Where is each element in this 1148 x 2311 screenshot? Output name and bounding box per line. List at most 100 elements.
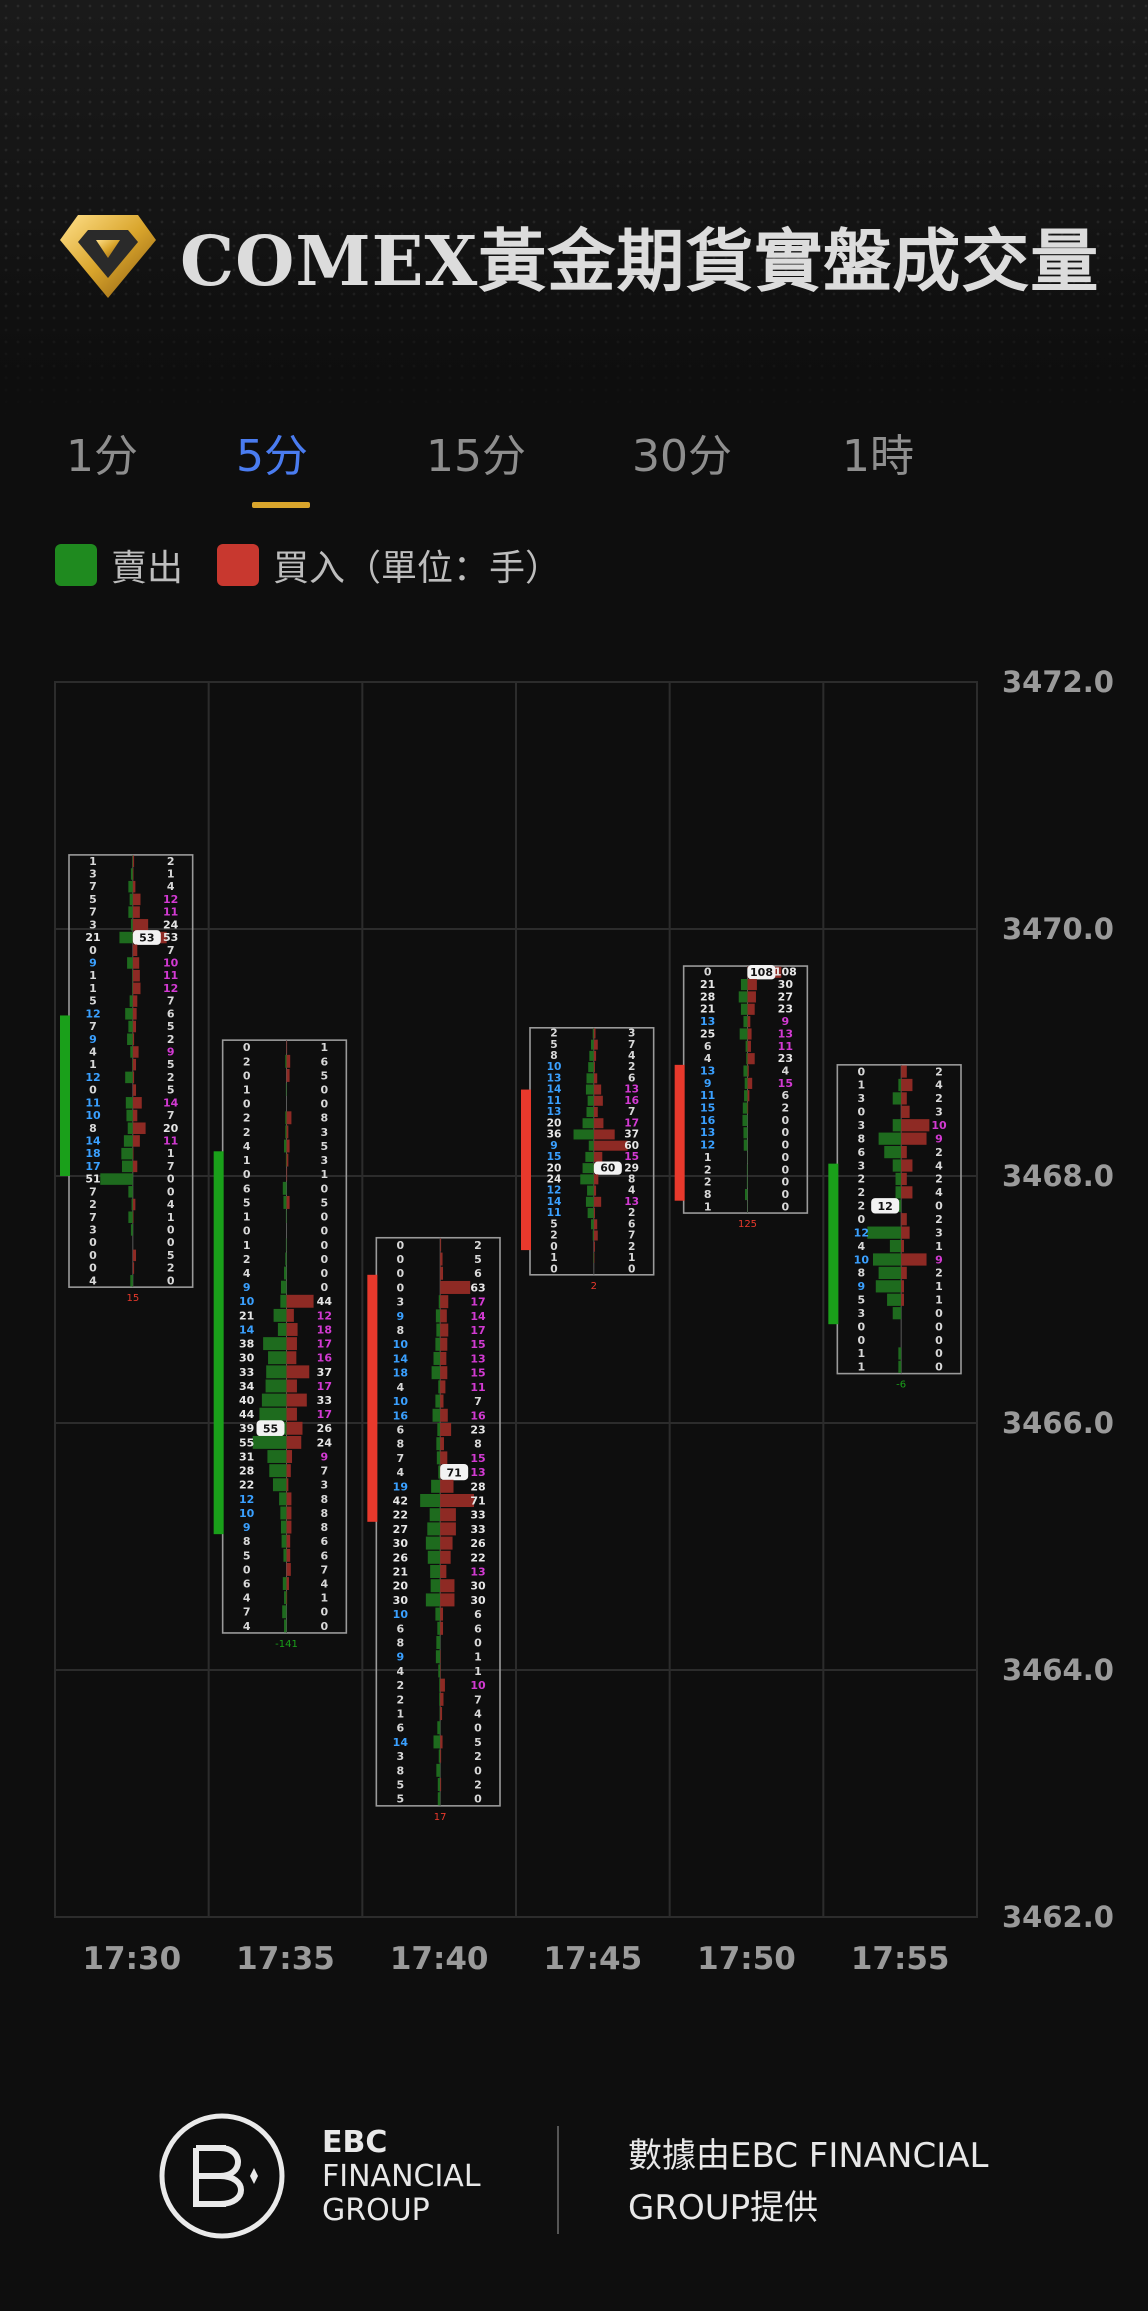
buy-bar xyxy=(286,1139,290,1153)
sell-bar xyxy=(437,1778,441,1792)
buy-bar xyxy=(747,1003,755,1015)
buy-value: 0 xyxy=(167,1274,175,1287)
sell-value: 13 xyxy=(700,1126,715,1139)
buy-bar xyxy=(132,1058,137,1071)
sell-bar xyxy=(283,1196,287,1209)
chart-grid xyxy=(54,681,978,1918)
buy-value: 8 xyxy=(474,1438,482,1451)
sell-value: 0 xyxy=(89,1262,97,1275)
sell-bar xyxy=(121,1147,133,1160)
buy-bar xyxy=(593,1252,595,1263)
buy-bar xyxy=(593,1208,595,1219)
buy-value: 7 xyxy=(474,1693,482,1706)
buy-value: 13 xyxy=(470,1352,485,1365)
buy-value: 3 xyxy=(935,1106,943,1119)
y-tick-label: 3464.0 xyxy=(1002,1653,1114,1687)
candle-body xyxy=(521,1089,531,1251)
sell-value: 6 xyxy=(397,1722,405,1735)
buy-value: 24 xyxy=(317,1436,333,1449)
sell-value: 1 xyxy=(243,1211,251,1224)
tab-1hour[interactable]: 1時 xyxy=(842,431,914,482)
sell-value: 13 xyxy=(700,1015,715,1028)
sell-bar xyxy=(586,1073,594,1084)
buy-value: 0 xyxy=(935,1334,943,1347)
sell-value: 39 xyxy=(239,1422,254,1435)
buy-bar xyxy=(593,1129,615,1140)
buy-value: 0 xyxy=(321,1281,329,1294)
sell-value: 5 xyxy=(550,1038,557,1051)
sell-bar xyxy=(252,1435,287,1449)
sell-value: 0 xyxy=(550,1240,557,1253)
sell-bar xyxy=(125,1008,133,1020)
buy-bar xyxy=(286,1068,290,1082)
legend-buy: 買入（單位：手） xyxy=(217,539,561,591)
sell-value: 22 xyxy=(239,1479,254,1492)
sell-bar xyxy=(127,1033,133,1045)
tab-5min[interactable]: 5分 xyxy=(236,431,308,482)
buy-value: 7 xyxy=(167,1160,175,1173)
buy-value: 60 xyxy=(624,1139,639,1152)
buy-bar xyxy=(440,1522,456,1536)
sell-value: 7 xyxy=(89,1185,97,1198)
hero-fade xyxy=(0,250,1148,420)
sell-bar xyxy=(284,1139,287,1153)
sell-bar xyxy=(439,1692,441,1706)
brand-line-2: FINANCIAL xyxy=(322,2159,481,2194)
sell-value: 5 xyxy=(550,1217,557,1230)
sell-bar xyxy=(586,1106,594,1118)
sell-value: 1 xyxy=(858,1347,866,1360)
buy-bar xyxy=(132,893,141,906)
buy-bar xyxy=(440,1550,451,1564)
buy-value: 0 xyxy=(321,1098,329,1111)
buy-bar xyxy=(593,1151,603,1162)
sell-value: 4 xyxy=(243,1267,251,1280)
buy-value: 0 xyxy=(321,1225,329,1238)
highlight-value: 71 xyxy=(447,1466,462,1479)
header: COMEX黃金期貨實盤成交量 xyxy=(58,200,1099,310)
sell-value: 30 xyxy=(393,1537,409,1550)
buy-value: 2 xyxy=(935,1267,943,1280)
sell-bar xyxy=(895,1172,902,1186)
sell-value: 9 xyxy=(243,1521,251,1534)
sell-value: 2 xyxy=(550,1027,557,1040)
sell-bar xyxy=(129,995,133,1007)
sell-bar xyxy=(878,1266,902,1280)
sell-value: 1 xyxy=(858,1361,866,1374)
buy-bar xyxy=(593,1095,603,1106)
sell-value: 3 xyxy=(89,918,97,931)
sell-value: 4 xyxy=(243,1620,251,1633)
buy-value: 2 xyxy=(782,1102,790,1115)
sell-value: 5 xyxy=(243,1549,251,1562)
sell-value: 28 xyxy=(700,990,715,1003)
sell-value: 0 xyxy=(243,1563,251,1576)
buy-value: 13 xyxy=(470,1466,485,1479)
sell-bar xyxy=(742,1114,748,1126)
buy-value: 33 xyxy=(317,1394,332,1407)
sell-value: 1 xyxy=(243,1239,251,1252)
buy-bar xyxy=(440,1692,444,1706)
sell-value: 51 xyxy=(85,1173,100,1186)
tab-15min[interactable]: 15分 xyxy=(426,431,526,482)
buy-bar xyxy=(747,979,757,991)
sell-bar xyxy=(435,1309,441,1323)
buy-bar xyxy=(440,1408,448,1422)
sell-bar xyxy=(125,1071,133,1084)
buy-bar xyxy=(901,1226,910,1239)
tab-30min[interactable]: 30分 xyxy=(632,431,732,482)
buy-bar xyxy=(747,1077,753,1089)
buy-value: 4 xyxy=(628,1049,635,1062)
sell-value: 0 xyxy=(243,1041,251,1054)
buy-bar xyxy=(132,1249,137,1262)
tab-1min[interactable]: 1分 xyxy=(66,431,138,482)
sell-bar xyxy=(438,1664,441,1678)
buy-bar xyxy=(440,1422,452,1436)
sell-value: 6 xyxy=(704,1040,712,1053)
sell-value: 55 xyxy=(239,1436,254,1449)
sell-bar xyxy=(267,1450,287,1463)
buy-bar xyxy=(440,1266,444,1280)
sell-bar xyxy=(261,1393,287,1407)
sell-value: 1 xyxy=(89,969,97,982)
sell-bar xyxy=(132,1058,133,1071)
sell-bar xyxy=(285,1054,287,1068)
buy-bar xyxy=(286,1308,294,1322)
